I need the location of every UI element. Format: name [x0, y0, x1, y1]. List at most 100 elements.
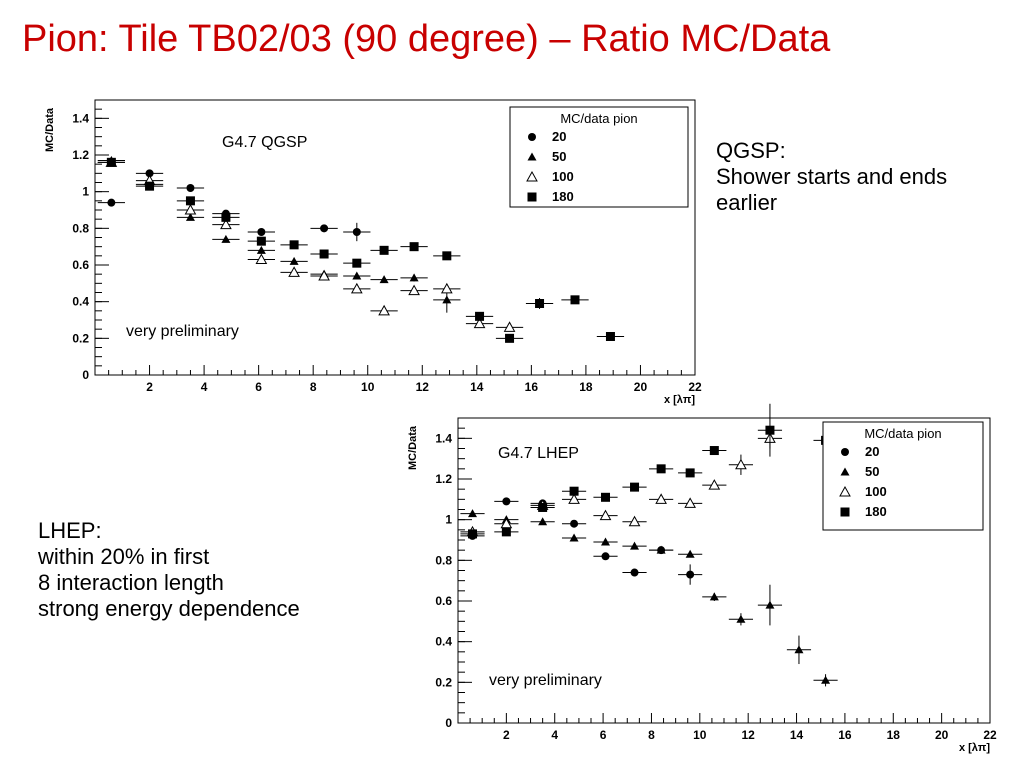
data-point [656, 545, 666, 554]
data-point [186, 184, 195, 192]
series-20 [460, 497, 703, 585]
data-point [145, 181, 155, 191]
x-tick-label: 16 [838, 728, 852, 742]
data-point [505, 333, 515, 343]
data-point [107, 198, 116, 207]
data-point [535, 299, 545, 308]
data-point [630, 568, 639, 577]
model-label: G4.7 LHEP [498, 445, 579, 462]
data-point [185, 196, 195, 206]
data-point [442, 295, 452, 304]
x-tick-label: 14 [470, 380, 484, 394]
data-point [599, 509, 612, 521]
lhep-note-line: strong energy dependence [38, 596, 300, 621]
x-tick-label: 20 [634, 380, 648, 394]
data-point [501, 527, 511, 537]
legend-marker [527, 152, 537, 161]
data-point [735, 458, 747, 470]
legend-marker [840, 467, 850, 476]
data-point [656, 464, 666, 474]
data-point [220, 218, 232, 230]
y-tick-label: 0.4 [72, 295, 89, 309]
data-point [256, 245, 266, 254]
y-tick-label: 0 [445, 716, 452, 730]
data-point [736, 614, 746, 623]
qgsp-note-line: Shower starts and ends [716, 164, 948, 189]
data-point [708, 479, 721, 490]
data-point [601, 537, 611, 546]
data-point [686, 570, 695, 579]
legend-marker [841, 448, 849, 456]
x-tick-label: 2 [503, 728, 510, 742]
x-axis-title: x [λπ] [959, 742, 990, 754]
lhep-note-line: 8 interaction length [38, 570, 224, 595]
x-tick-label: 14 [790, 728, 804, 742]
x-tick-label: 10 [361, 380, 375, 394]
qgsp-note-line: QGSP: [716, 138, 786, 163]
legend-entry-50: 50 [865, 464, 879, 479]
x-tick-label: 12 [416, 380, 430, 394]
series-180 [460, 403, 838, 539]
data-point [257, 228, 266, 236]
y-tick-label: 1.2 [435, 472, 452, 486]
x-tick-label: 8 [648, 728, 655, 742]
qgsp-note-line: earlier [716, 190, 778, 215]
data-point [538, 517, 548, 526]
data-point [709, 592, 719, 601]
slide-title: Pion: Tile TB02/03 (90 degree) – Ratio M… [22, 18, 831, 60]
legend-marker [526, 170, 538, 182]
legend-marker [840, 507, 850, 517]
data-point [655, 493, 667, 504]
data-point [570, 519, 579, 528]
data-point [685, 468, 695, 478]
data-point [538, 502, 548, 512]
data-point [628, 515, 641, 527]
series-180 [97, 157, 625, 343]
data-point [630, 482, 640, 492]
x-tick-label: 22 [983, 728, 997, 742]
data-point [221, 212, 231, 222]
data-point [440, 282, 453, 294]
data-point [468, 509, 478, 518]
y-tick-label: 0.8 [435, 553, 452, 567]
data-point [685, 549, 695, 558]
legend-title: MC/data pion [560, 111, 637, 126]
data-point [601, 552, 610, 561]
series-100 [97, 156, 524, 332]
data-point [765, 600, 775, 609]
y-tick-label: 0.2 [72, 331, 89, 345]
x-tick-label: 2 [146, 380, 153, 394]
legend: MC/data pion 20 50 100 180 [509, 106, 689, 208]
legend-marker [527, 192, 537, 202]
y-axis-title: MC/Data [407, 425, 419, 470]
data-point [684, 497, 696, 508]
y-tick-label: 1.4 [435, 431, 452, 445]
data-point [468, 529, 478, 539]
lhep-note-line: within 20% in first [38, 544, 210, 569]
x-axis-title: x [λπ] [664, 394, 695, 406]
preliminary-annotation: very preliminary [489, 672, 602, 689]
y-tick-label: 1.4 [72, 111, 89, 125]
legend-box [822, 421, 984, 531]
y-axis-title: MC/Data [44, 107, 56, 152]
data-point [765, 425, 775, 435]
legend-entry-20: 20 [865, 444, 879, 459]
legend-entry-50: 50 [552, 149, 566, 164]
y-tick-label: 1.2 [72, 148, 89, 162]
lhep-ratio-chart: 0 0.2 0.4 0.6 0.8 1 1.2 1.4 2 4 6 8 10 12 14 16 18 20 22x … [407, 403, 997, 754]
legend-entry-20: 20 [552, 129, 566, 144]
data-point [221, 234, 231, 243]
legend-box [509, 106, 689, 208]
y-tick-label: 0.2 [435, 675, 452, 689]
lhep-note: LHEP: within 20% in first 8 interaction … [38, 518, 300, 622]
model-label: G4.7 QGSP [222, 134, 307, 151]
data-point [630, 541, 640, 550]
data-point [601, 492, 611, 502]
x-tick-label: 10 [693, 728, 707, 742]
data-point [379, 275, 389, 284]
lhep-note-line: LHEP: [38, 518, 102, 543]
data-point [821, 675, 831, 684]
data-point [442, 251, 452, 261]
data-point [409, 273, 419, 282]
y-tick-label: 0.8 [72, 221, 89, 235]
